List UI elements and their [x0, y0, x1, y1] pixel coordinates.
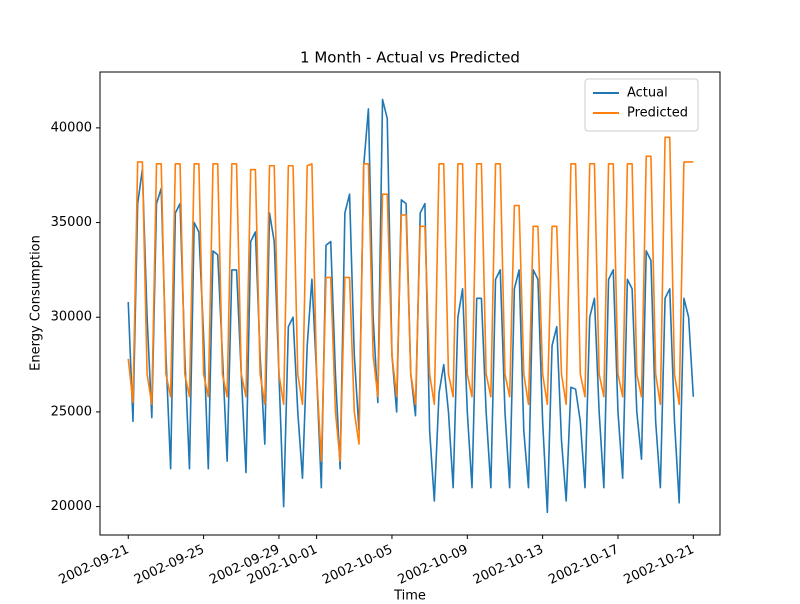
- y-axis-label: Energy Consumption: [29, 235, 44, 371]
- data-line: [127, 136, 694, 462]
- legend-label: Actual: [627, 86, 668, 101]
- y-tick-label: 30000: [51, 310, 92, 325]
- y-tick-label: 35000: [51, 215, 92, 230]
- y-tick-label: 40000: [51, 120, 92, 135]
- chart-title: 1 Month - Actual vs Predicted: [300, 49, 520, 67]
- plot-frame: [99, 71, 721, 536]
- legend-label: Predicted: [627, 106, 688, 121]
- y-tick-label: 20000: [51, 499, 92, 514]
- x-axis-label: Time: [393, 589, 426, 601]
- y-tick-label: 25000: [51, 404, 92, 419]
